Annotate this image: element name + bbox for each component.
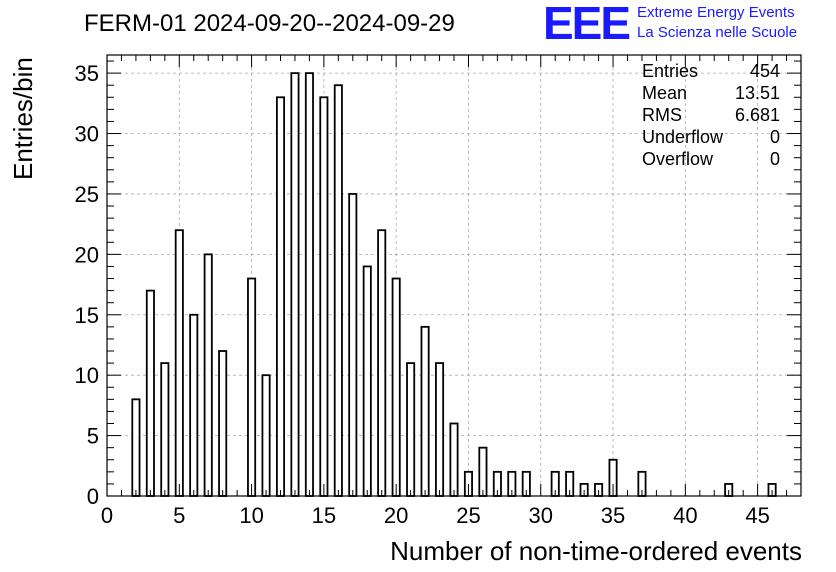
y-tick-label: 10 <box>75 363 99 388</box>
stats-row-entries: Entries 454 <box>642 60 780 82</box>
histogram-bar <box>319 96 329 497</box>
histogram-bar <box>174 229 184 497</box>
chart-title: FERM-01 2024-09-20--2024-09-29 <box>84 10 455 37</box>
histogram-bar <box>160 362 170 497</box>
x-tick-label: 35 <box>601 503 625 528</box>
stats-value: 454 <box>749 61 780 81</box>
y-tick-label: 5 <box>87 424 99 449</box>
y-tick-label: 15 <box>75 303 99 328</box>
histogram-bar <box>261 374 271 497</box>
histogram-bar <box>247 277 257 497</box>
y-tick-label: 20 <box>75 242 99 267</box>
y-tick-label: 30 <box>75 122 99 147</box>
y-axis-label: Entries/bin <box>8 57 38 180</box>
x-tick-label: 40 <box>673 503 697 528</box>
histogram-bar <box>275 96 286 497</box>
histogram-bar <box>203 253 213 497</box>
stats-row-underflow: Underflow 0 <box>642 126 780 148</box>
x-tick-label: 30 <box>529 503 553 528</box>
histogram-bar <box>290 72 300 497</box>
stats-label: RMS <box>642 105 682 125</box>
stats-value: 13.51 <box>734 83 780 103</box>
histogram-bar <box>218 350 228 497</box>
histogram-bar <box>391 277 401 497</box>
stats-row-mean: Mean 13.51 <box>642 82 780 104</box>
histogram-bar <box>435 362 445 497</box>
y-tick-label: 25 <box>75 182 99 207</box>
eee-logo-text: Extreme Energy Events La Scienza nelle S… <box>637 3 797 43</box>
stats-label: Underflow <box>642 127 724 147</box>
histogram-bar <box>189 313 199 497</box>
logo-line-2: La Scienza nelle Scuole <box>637 24 798 41</box>
histogram-bar <box>478 446 488 497</box>
histogram-bar <box>304 72 314 497</box>
histogram-bar <box>333 84 343 497</box>
stats-row-rms: RMS 6.681 <box>642 104 780 126</box>
x-tick-label: 10 <box>239 503 263 528</box>
stats-label: Mean <box>642 83 688 103</box>
histogram-bar <box>145 289 155 497</box>
x-tick-label: 45 <box>745 503 769 528</box>
x-tick-label: 0 <box>101 503 113 528</box>
stats-row-overflow: Overflow 0 <box>642 148 780 170</box>
stats-value: 6.681 <box>734 105 780 125</box>
y-tick-label: 0 <box>87 484 99 509</box>
stats-label: Overflow <box>642 149 714 169</box>
eee-logo: EEE <box>543 0 631 49</box>
x-tick-label: 25 <box>456 503 480 528</box>
histogram-bar <box>348 193 358 497</box>
logo-line-1: Extreme Energy Events <box>637 4 795 21</box>
x-tick-label: 15 <box>312 503 336 528</box>
histogram-bar <box>449 422 459 497</box>
x-tick-label: 20 <box>384 503 408 528</box>
stats-value: 0 <box>769 127 780 147</box>
axis-ticks <box>106 55 802 497</box>
x-tick-label: 5 <box>173 503 185 528</box>
stats-box: Entries 454 Mean 13.51 RMS 6.681 Underfl… <box>642 60 780 170</box>
x-axis-label: Number of non-time-ordered events <box>390 536 802 566</box>
axis-tick-labels: 0 5 10 15 20 25 30 35 40 45 0 5 10 15 20 25 30 35 <box>75 61 770 528</box>
histogram-bar <box>420 325 430 497</box>
histogram-bar <box>131 398 141 497</box>
histogram-bar <box>406 362 416 497</box>
stats-label: Entries <box>642 61 699 81</box>
histogram-bar <box>377 229 387 497</box>
histogram-bar <box>362 265 372 497</box>
stats-value: 0 <box>769 149 780 169</box>
y-tick-label: 35 <box>75 61 99 86</box>
